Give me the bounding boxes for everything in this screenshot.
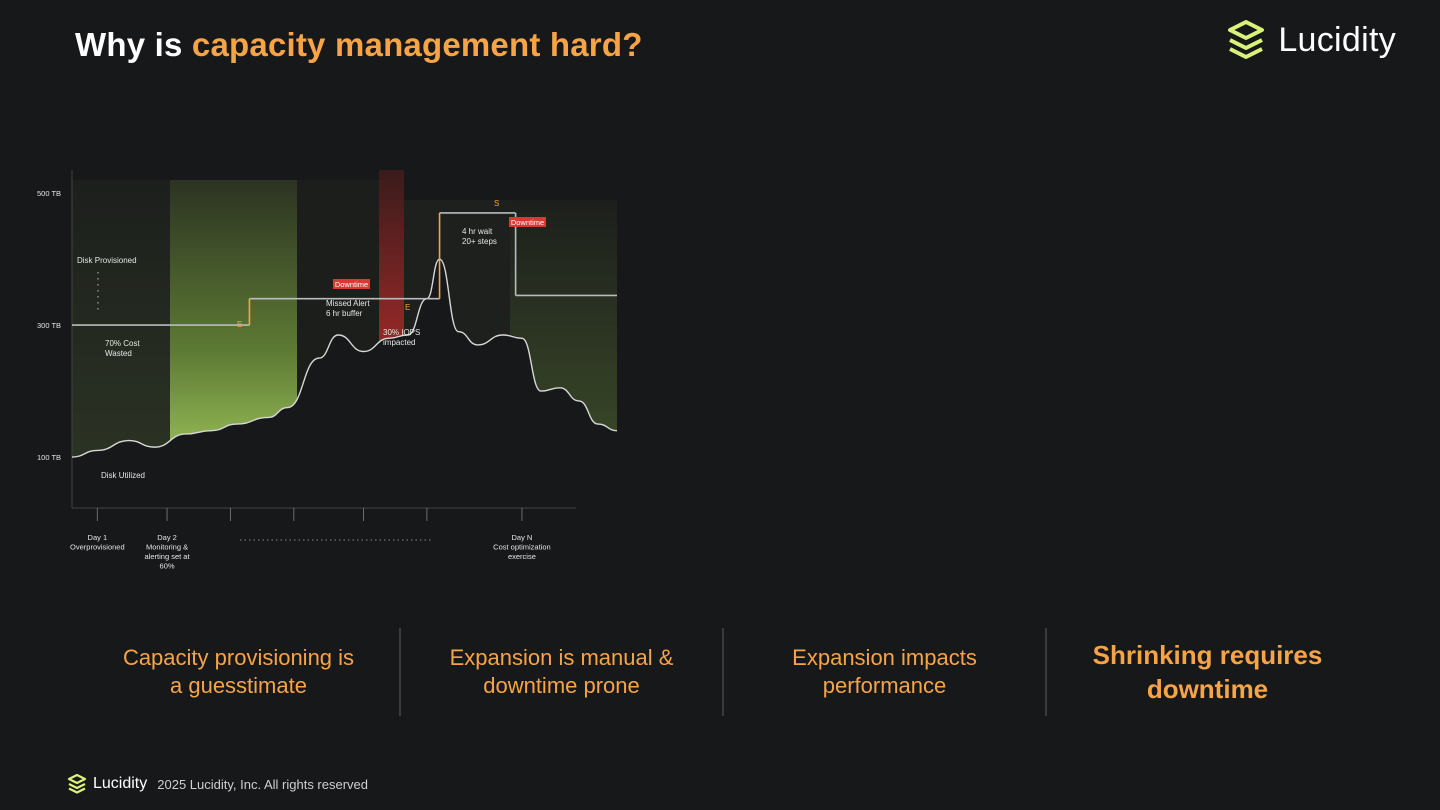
chart-svg: 500 TB 300 TB 100 TB Disk Provisioned 70% … (37, 170, 618, 571)
marker-expand-2: E (405, 303, 410, 312)
logo-text: Lucidity (1278, 20, 1396, 59)
challenge-1-line-1: Capacity provisioning is (122, 645, 355, 670)
page-title: Why is capacity management hard? (75, 26, 643, 64)
challenge-1-line-2: a guesstimate (170, 673, 307, 698)
downtime-badge-1: Downtime (335, 280, 368, 289)
lucidity-logo-icon (1228, 20, 1265, 59)
footer-copyright: 2025 Lucidity, Inc. All rights reserved (157, 776, 369, 792)
downtime-badge-1-bg (333, 279, 370, 289)
x-tick-label-0: Day 1 Overprovisioned (70, 533, 125, 552)
annotation-disk-utilized: Disk Utilized (101, 471, 145, 480)
challenge-guesstimate: Capacity provisioning is a guesstimate (78, 628, 401, 716)
challenge-2-line-1: Expansion is manual & (449, 645, 674, 670)
marker-shrink: S (494, 199, 499, 208)
brand-logo: Lucidity (1226, 20, 1396, 60)
challenge-4-line-2: downtime (1146, 674, 1269, 704)
annotation-disk-provisioned: Disk Provisioned (77, 256, 137, 265)
band-day1 (72, 180, 170, 465)
challenge-3-line-2: performance (822, 673, 947, 698)
series-disk-utilized (71, 258, 618, 458)
annotation-cost-wasted: 70% Cost Wasted (105, 339, 142, 358)
area-below-utilization (72, 259, 617, 508)
annotation-missed-alert: Missed Alert 6 hr buffer (326, 299, 372, 318)
title-prefix: Why is (75, 26, 192, 63)
annotation-iops: 30% IOPS impacted (383, 328, 423, 347)
annotation-wait: 4 hr wait 20+ steps (462, 227, 497, 246)
downtime-badge-2-bg (509, 217, 546, 227)
x-tick-label-6: Day N Cost optimization exercise (493, 533, 551, 561)
downtime-badge-2: Downtime (511, 218, 544, 227)
footer-brand: Lucidity (93, 775, 148, 792)
y-tick-label-0: 500 TB (37, 189, 61, 198)
challenge-3-line-1: Expansion impacts (792, 645, 977, 670)
series-disk-provisioned (72, 212, 617, 326)
y-tick-label-1: 300 TB (37, 321, 61, 330)
challenge-4-line-1: Shrinking requires (1092, 640, 1323, 670)
challenge-2-line-2: downtime prone (483, 673, 640, 698)
challenge-manual-expansion: Expansion is manual & downtime prone (401, 628, 724, 716)
marker-expand-1: E (237, 320, 242, 329)
y-tick-label-2: 100 TB (37, 453, 61, 462)
footer: Lucidity 2025 Lucidity, Inc. All rights … (67, 774, 368, 794)
footer-logo-icon (67, 774, 87, 794)
capacity-chart: 500 TB 300 TB 100 TB Disk Provisioned 70% … (0, 160, 640, 585)
challenges-row: Capacity provisioning is a guesstimate Ex… (78, 628, 1368, 716)
challenge-shrinking: Shrinking requires downtime (1047, 628, 1368, 716)
x-tick-label-1: Day 2 Monitoring & alerting set at 60% (145, 533, 191, 571)
challenge-performance: Expansion impacts performance (724, 628, 1047, 716)
title-accent: capacity management hard? (191, 26, 643, 63)
